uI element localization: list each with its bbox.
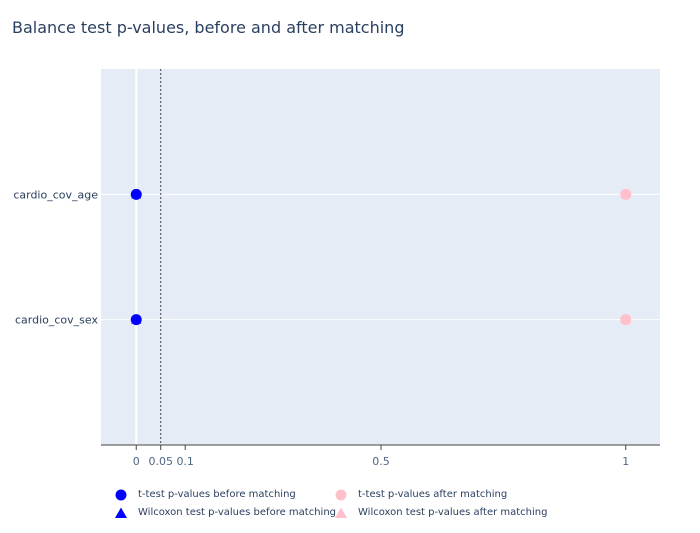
data-point-triangle (620, 189, 631, 199)
chart-title: Balance test p-values, before and after … (12, 18, 405, 37)
y-category-label: cardio_cov_sex (15, 314, 98, 327)
legend-marker-circle-after (335, 489, 347, 501)
x-tick-label: 0.05 (148, 455, 173, 468)
legend-marker-circle-before (115, 489, 127, 501)
legend-marker-triangle-before (115, 507, 127, 518)
legend-label: Wilcoxon test p-values after matching (358, 507, 548, 518)
data-point-triangle (131, 314, 142, 324)
legend-label: t-test p-values after matching (358, 489, 508, 500)
y-category-label: cardio_cov_age (13, 188, 98, 201)
data-point-triangle (620, 314, 631, 324)
x-tick-label: 0.1 (176, 455, 194, 468)
plot-background (101, 69, 660, 445)
x-tick-label: 1 (622, 455, 629, 468)
x-tick-label: 0 (133, 455, 140, 468)
legend-marker-triangle-after (335, 507, 347, 518)
data-point-triangle (131, 189, 142, 199)
legend-label: Wilcoxon test p-values before matching (138, 507, 337, 518)
x-tick-label: 0.5 (372, 455, 390, 468)
legend-label: t-test p-values before matching (138, 489, 296, 500)
